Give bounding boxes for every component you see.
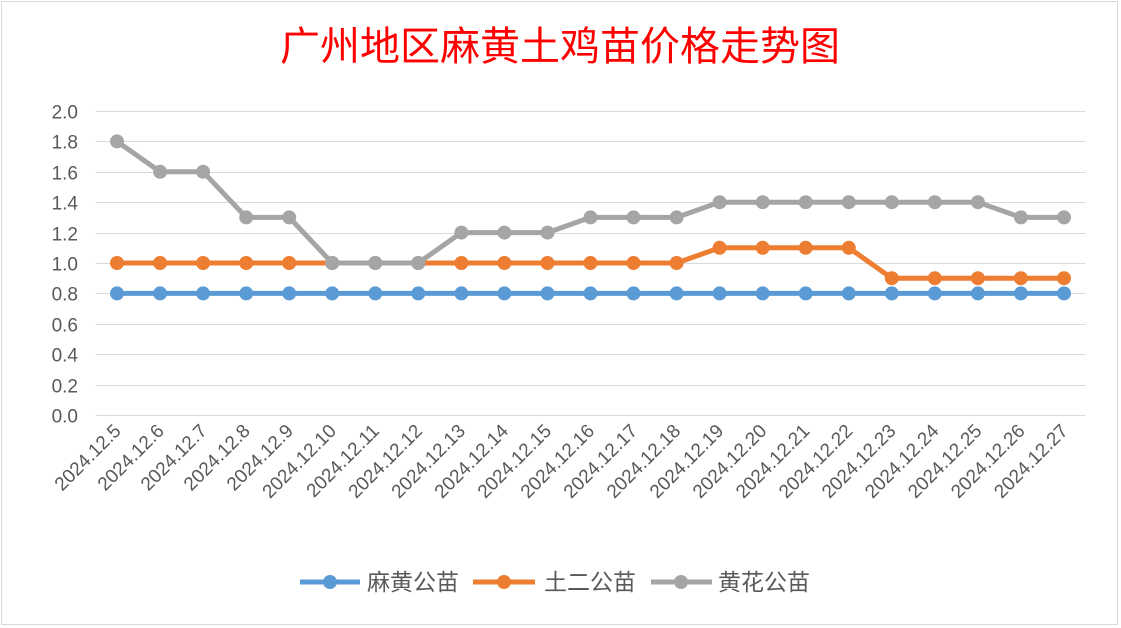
series-3-point (669, 210, 684, 225)
series-1-point (626, 286, 641, 301)
series-1 (110, 286, 1071, 301)
series-3-point (841, 195, 856, 210)
series-2-point (669, 256, 684, 270)
series-3 (110, 134, 1071, 270)
series-1-point (497, 286, 512, 301)
series-3-point (540, 225, 555, 240)
series-2-point (841, 240, 856, 255)
series-3-point (970, 195, 985, 210)
y-tick-label: 1.6 (52, 164, 78, 185)
legend-label-series-3: 黄花公苗 (718, 570, 810, 596)
series-1-point (153, 286, 168, 301)
series-1-point (411, 286, 426, 301)
series-2-point (798, 240, 813, 255)
y-tick-label: 0.8 (52, 285, 78, 306)
chart-title: 广州地区麻黄土鸡苗价格走势图 (280, 24, 840, 70)
series-2-point (583, 256, 598, 270)
series-1-point (1013, 286, 1028, 301)
legend-item-series-2[interactable]: 土二公苗 (473, 570, 636, 596)
y-tick-label: 1.0 (52, 255, 78, 276)
series-2-point (1013, 271, 1028, 286)
series-3-point (497, 225, 512, 240)
y-tick-label: 0.6 (52, 316, 78, 337)
series-layer (110, 134, 1071, 301)
series-3-point (927, 195, 942, 210)
series-3-point (325, 256, 340, 270)
series-1-point (755, 286, 770, 301)
y-tick-label: 2.0 (52, 103, 78, 124)
series-2-point (970, 271, 985, 286)
series-3-point (110, 134, 124, 149)
series-1-point (454, 286, 469, 301)
series-1-point (325, 286, 340, 301)
series-2-point (1057, 271, 1071, 286)
series-2-point (153, 256, 168, 270)
series-1-point (583, 286, 598, 301)
series-2-point (497, 256, 512, 270)
series-2-point (110, 256, 124, 270)
series-1-point (540, 286, 555, 301)
y-tick-label: 0.0 (52, 407, 78, 428)
series-1-point (927, 286, 942, 301)
series-1-point (282, 286, 297, 301)
series-2-point (884, 271, 899, 286)
legend-label-series-1: 麻黄公苗 (367, 570, 459, 596)
legend-label-series-2: 土二公苗 (544, 570, 636, 596)
series-1-point (884, 286, 899, 301)
series-1-point (712, 286, 727, 301)
series-2-point (626, 256, 641, 270)
y-tick-label: 1.2 (52, 225, 78, 246)
series-1-point (841, 286, 856, 301)
series-3-point (368, 256, 383, 270)
series-3-point (626, 210, 641, 225)
series-3-point (411, 256, 426, 270)
series-1-point (196, 286, 211, 301)
legend: 麻黄公苗 土二公苗 黄花公苗 (300, 570, 810, 596)
y-tick-label: 1.8 (52, 133, 78, 154)
series-3-point (239, 210, 254, 225)
series-1-point (798, 286, 813, 301)
series-1-point (368, 286, 383, 301)
series-2 (110, 240, 1071, 286)
legend-marker-series-3 (674, 575, 688, 589)
legend-marker-series-2 (497, 575, 511, 589)
series-3-point (884, 195, 899, 210)
series-2-point (540, 256, 555, 270)
legend-item-series-3[interactable]: 黄花公苗 (651, 570, 810, 596)
series-2-point (239, 256, 254, 270)
y-tick-label: 0.2 (52, 377, 78, 398)
series-2-point (712, 240, 727, 255)
y-tick-label: 1.4 (52, 194, 79, 215)
series-1-point (669, 286, 684, 301)
series-2-point (755, 240, 770, 255)
series-2-point (196, 256, 211, 270)
legend-marker-series-1 (323, 575, 337, 589)
series-3-point (153, 164, 168, 179)
series-2-point (454, 256, 469, 270)
series-3-point (798, 195, 813, 210)
series-1-point (239, 286, 254, 301)
series-3-point (454, 225, 469, 240)
series-3-point (282, 210, 297, 225)
series-3-point (1013, 210, 1028, 225)
series-2-point (927, 271, 942, 286)
y-axis-labels: 0.0 0.2 0.4 0.6 0.8 1.0 1.2 1.4 1.6 1.8 2.0 (52, 103, 79, 428)
series-1-point (1057, 286, 1071, 301)
series-1-point (970, 286, 985, 301)
series-3-point (1057, 210, 1071, 225)
series-3-point (755, 195, 770, 210)
series-1-point (110, 286, 124, 301)
series-3-point (196, 164, 211, 179)
series-3-point (583, 210, 598, 225)
y-tick-label: 0.4 (52, 346, 79, 367)
legend-item-series-1[interactable]: 麻黄公苗 (300, 570, 459, 596)
series-2-point (282, 256, 297, 270)
series-3-point (712, 195, 727, 210)
